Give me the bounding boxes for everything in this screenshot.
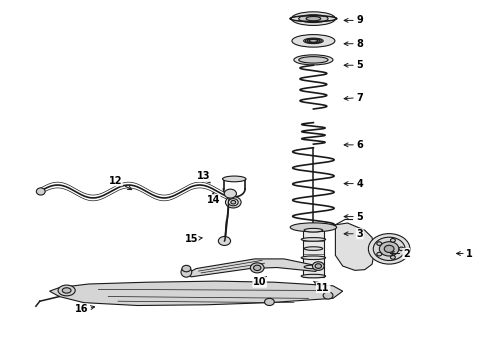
Text: 13: 13 bbox=[196, 171, 210, 183]
Text: 1: 1 bbox=[457, 248, 473, 258]
Ellipse shape bbox=[62, 288, 71, 293]
Ellipse shape bbox=[301, 274, 326, 278]
Polygon shape bbox=[335, 223, 374, 270]
Ellipse shape bbox=[368, 234, 410, 264]
Ellipse shape bbox=[290, 223, 337, 232]
Text: 2: 2 bbox=[391, 248, 410, 258]
Text: 12: 12 bbox=[109, 176, 132, 190]
Text: 8: 8 bbox=[344, 39, 363, 49]
Ellipse shape bbox=[304, 247, 323, 250]
Ellipse shape bbox=[391, 239, 395, 242]
Ellipse shape bbox=[391, 256, 395, 259]
Bar bbox=[303, 228, 324, 277]
Ellipse shape bbox=[294, 55, 333, 65]
Ellipse shape bbox=[301, 238, 326, 241]
Text: 7: 7 bbox=[344, 93, 363, 103]
Ellipse shape bbox=[292, 12, 335, 26]
Polygon shape bbox=[186, 259, 318, 277]
Text: 10: 10 bbox=[253, 276, 267, 287]
Ellipse shape bbox=[377, 242, 382, 246]
Text: 4: 4 bbox=[344, 179, 363, 189]
Text: 14: 14 bbox=[206, 193, 220, 205]
Ellipse shape bbox=[299, 57, 328, 63]
Text: 9: 9 bbox=[344, 15, 363, 26]
Ellipse shape bbox=[384, 245, 394, 252]
Ellipse shape bbox=[379, 242, 399, 256]
Ellipse shape bbox=[377, 252, 382, 256]
Ellipse shape bbox=[306, 17, 321, 21]
Text: 5: 5 bbox=[344, 60, 363, 70]
Ellipse shape bbox=[253, 265, 261, 271]
Ellipse shape bbox=[323, 292, 333, 299]
Text: 11: 11 bbox=[314, 282, 330, 293]
Text: 15: 15 bbox=[185, 234, 202, 244]
Text: 16: 16 bbox=[74, 304, 95, 314]
Ellipse shape bbox=[292, 35, 335, 47]
Ellipse shape bbox=[181, 267, 192, 277]
Ellipse shape bbox=[313, 262, 324, 270]
Ellipse shape bbox=[304, 265, 323, 269]
Ellipse shape bbox=[182, 265, 191, 272]
Ellipse shape bbox=[299, 15, 328, 23]
Text: 3: 3 bbox=[344, 229, 363, 239]
Ellipse shape bbox=[231, 201, 236, 204]
Polygon shape bbox=[49, 281, 343, 306]
Ellipse shape bbox=[36, 188, 45, 195]
Ellipse shape bbox=[250, 263, 264, 273]
Text: 6: 6 bbox=[344, 140, 363, 150]
Ellipse shape bbox=[304, 228, 323, 232]
Ellipse shape bbox=[222, 176, 246, 182]
Ellipse shape bbox=[373, 237, 405, 261]
Ellipse shape bbox=[315, 264, 321, 269]
Ellipse shape bbox=[301, 256, 326, 260]
Ellipse shape bbox=[225, 197, 241, 208]
Ellipse shape bbox=[265, 298, 274, 306]
Ellipse shape bbox=[58, 285, 75, 296]
Ellipse shape bbox=[399, 247, 404, 251]
Ellipse shape bbox=[224, 189, 237, 198]
Ellipse shape bbox=[228, 199, 238, 206]
Ellipse shape bbox=[219, 237, 231, 246]
Text: 5: 5 bbox=[344, 212, 363, 221]
